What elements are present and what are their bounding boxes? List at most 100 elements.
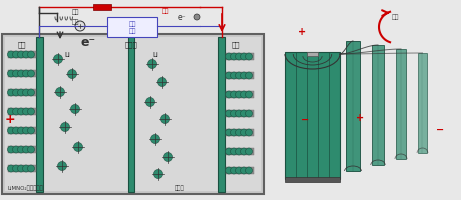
Circle shape bbox=[73, 143, 83, 152]
Circle shape bbox=[7, 52, 14, 59]
Bar bbox=[36, 38, 43, 192]
Text: e⁻: e⁻ bbox=[80, 36, 95, 49]
Circle shape bbox=[23, 108, 30, 115]
Text: 电源: 电源 bbox=[71, 9, 79, 15]
Text: 放电: 放电 bbox=[128, 21, 136, 27]
Circle shape bbox=[23, 71, 30, 78]
Circle shape bbox=[12, 90, 19, 97]
Bar bbox=[226, 92, 254, 99]
Bar bbox=[93, 5, 111, 11]
Circle shape bbox=[7, 165, 14, 172]
Circle shape bbox=[28, 108, 35, 115]
Circle shape bbox=[28, 146, 35, 153]
Text: 隔膜: 隔膜 bbox=[391, 14, 399, 20]
Circle shape bbox=[241, 148, 248, 155]
Circle shape bbox=[194, 15, 200, 21]
Bar bbox=[285, 177, 340, 182]
Circle shape bbox=[18, 127, 24, 134]
Circle shape bbox=[23, 127, 30, 134]
Circle shape bbox=[236, 73, 242, 80]
Circle shape bbox=[146, 98, 154, 107]
Circle shape bbox=[225, 92, 232, 99]
Circle shape bbox=[71, 105, 79, 114]
Circle shape bbox=[246, 148, 253, 155]
Circle shape bbox=[7, 146, 14, 153]
Bar bbox=[8, 71, 36, 78]
Circle shape bbox=[230, 110, 237, 117]
Text: 负荷: 负荷 bbox=[71, 19, 79, 25]
Circle shape bbox=[225, 129, 232, 136]
Circle shape bbox=[230, 54, 237, 61]
Bar bbox=[218, 38, 225, 192]
Bar bbox=[226, 148, 254, 155]
Circle shape bbox=[246, 73, 253, 80]
Circle shape bbox=[158, 78, 166, 87]
Circle shape bbox=[75, 22, 85, 32]
Text: +: + bbox=[356, 112, 364, 122]
Bar bbox=[8, 165, 36, 172]
Text: 负极: 负极 bbox=[232, 41, 240, 48]
Circle shape bbox=[225, 167, 232, 174]
Circle shape bbox=[18, 71, 24, 78]
Circle shape bbox=[241, 167, 248, 174]
Circle shape bbox=[7, 108, 14, 115]
Circle shape bbox=[246, 54, 253, 61]
Circle shape bbox=[246, 110, 253, 117]
Bar bbox=[2, 35, 264, 194]
Circle shape bbox=[55, 88, 65, 97]
Bar bbox=[8, 108, 36, 115]
Circle shape bbox=[58, 162, 66, 171]
Circle shape bbox=[225, 54, 232, 61]
Circle shape bbox=[12, 71, 19, 78]
Circle shape bbox=[230, 167, 237, 174]
Circle shape bbox=[230, 73, 237, 80]
Circle shape bbox=[246, 129, 253, 136]
Text: Li: Li bbox=[152, 52, 158, 58]
Circle shape bbox=[12, 108, 19, 115]
Circle shape bbox=[12, 146, 19, 153]
Circle shape bbox=[230, 92, 237, 99]
Circle shape bbox=[18, 52, 24, 59]
Circle shape bbox=[246, 167, 253, 174]
Circle shape bbox=[7, 127, 14, 134]
Circle shape bbox=[236, 148, 242, 155]
Circle shape bbox=[7, 71, 14, 78]
Text: 碳材料: 碳材料 bbox=[175, 184, 185, 190]
Bar bbox=[285, 53, 340, 179]
Circle shape bbox=[236, 54, 242, 61]
Circle shape bbox=[28, 127, 35, 134]
Circle shape bbox=[230, 129, 237, 136]
Bar bbox=[226, 73, 254, 80]
Text: +: + bbox=[5, 113, 16, 126]
Bar bbox=[8, 127, 36, 134]
Circle shape bbox=[241, 110, 248, 117]
Bar bbox=[226, 129, 254, 136]
Circle shape bbox=[7, 90, 14, 97]
Bar bbox=[8, 90, 36, 97]
Circle shape bbox=[148, 60, 156, 69]
Text: 充电: 充电 bbox=[161, 8, 169, 14]
Circle shape bbox=[230, 148, 237, 155]
Circle shape bbox=[236, 110, 242, 117]
Text: 隔膜: 隔膜 bbox=[128, 28, 136, 34]
Text: 正极: 正极 bbox=[18, 41, 26, 48]
Bar bbox=[8, 52, 36, 59]
Circle shape bbox=[60, 123, 70, 132]
Text: e⁻: e⁻ bbox=[177, 13, 186, 22]
Text: +: + bbox=[298, 27, 307, 37]
Circle shape bbox=[12, 52, 19, 59]
Bar bbox=[307, 53, 318, 57]
Bar bbox=[128, 38, 134, 192]
Circle shape bbox=[236, 92, 242, 99]
Bar bbox=[5, 38, 261, 191]
Circle shape bbox=[28, 165, 35, 172]
Bar bbox=[107, 18, 157, 38]
Circle shape bbox=[246, 92, 253, 99]
Circle shape bbox=[23, 165, 30, 172]
Bar bbox=[226, 167, 254, 174]
Text: Li: Li bbox=[64, 52, 70, 58]
Bar bbox=[8, 146, 36, 153]
Circle shape bbox=[154, 170, 162, 179]
Circle shape bbox=[18, 90, 24, 97]
Circle shape bbox=[225, 73, 232, 80]
